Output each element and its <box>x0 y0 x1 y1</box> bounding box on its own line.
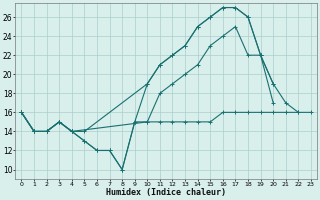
X-axis label: Humidex (Indice chaleur): Humidex (Indice chaleur) <box>106 188 226 197</box>
